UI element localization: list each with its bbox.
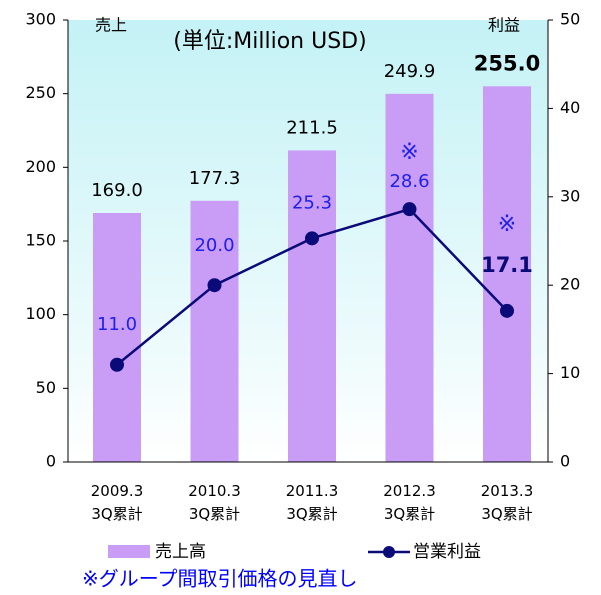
y2-tick-label: 20: [560, 275, 580, 294]
footnote: ※グループ間取引価格の見直し: [82, 567, 358, 591]
line-value-label: 28.6: [389, 171, 429, 192]
bar: [288, 150, 336, 462]
line-point: [110, 357, 124, 372]
y2-tick-label: 50: [560, 10, 580, 29]
line-point: [305, 231, 319, 246]
x-tick-label: 2012.3 3Q累計: [383, 482, 436, 523]
legend-label: 売上高: [155, 542, 206, 562]
bar-value-label: 255.0: [474, 51, 540, 75]
y-tick-label: 200: [25, 157, 56, 176]
legend-label: 営業利益: [413, 542, 481, 562]
y-tick-label: 300: [25, 10, 56, 29]
y-axis-label: 売上: [95, 16, 127, 35]
line-value-label: 17.1: [481, 253, 533, 277]
bar: [93, 213, 141, 462]
line-value-label: 20.0: [194, 235, 234, 256]
y-tick-label: 250: [25, 83, 56, 102]
y2-tick-label: 30: [560, 186, 580, 205]
bar-value-label: 169.0: [91, 180, 143, 201]
y2-tick-label: 40: [560, 98, 580, 117]
x-tick-label: 2009.3 3Q累計: [90, 482, 144, 523]
y-tick-label: 50: [36, 378, 56, 397]
bar-value-label: 177.3: [189, 168, 241, 189]
line-point: [500, 303, 514, 318]
bar: [385, 93, 434, 463]
y2-axis-label: 利益: [488, 16, 520, 35]
bar-value-label: 249.9: [384, 61, 436, 82]
line-value-label: 25.3: [292, 192, 332, 213]
x-tick-label: 2011.3 3Q累計: [285, 482, 339, 523]
y-tick-label: 150: [25, 231, 56, 250]
chart-title: (単位:Million USD): [173, 29, 366, 54]
annotation: ※: [498, 212, 516, 237]
bar: [483, 86, 531, 463]
legend-marker: [383, 546, 395, 558]
line-point: [402, 202, 417, 217]
line-point: [207, 278, 222, 293]
legend-swatch: [108, 545, 150, 558]
bar: [190, 200, 239, 462]
x-tick-label: 2013.3 3Q累計: [480, 482, 534, 523]
y-tick-label: 100: [25, 304, 56, 323]
y2-tick-label: 10: [560, 363, 580, 382]
y2-tick-label: 0: [560, 452, 570, 471]
y-tick-label: 0: [46, 452, 56, 471]
line-value-label: 11.0: [97, 314, 137, 335]
bar-value-label: 211.5: [286, 117, 338, 138]
x-tick-label: 2010.3 3Q累計: [188, 482, 241, 523]
annotation: ※: [400, 140, 418, 165]
